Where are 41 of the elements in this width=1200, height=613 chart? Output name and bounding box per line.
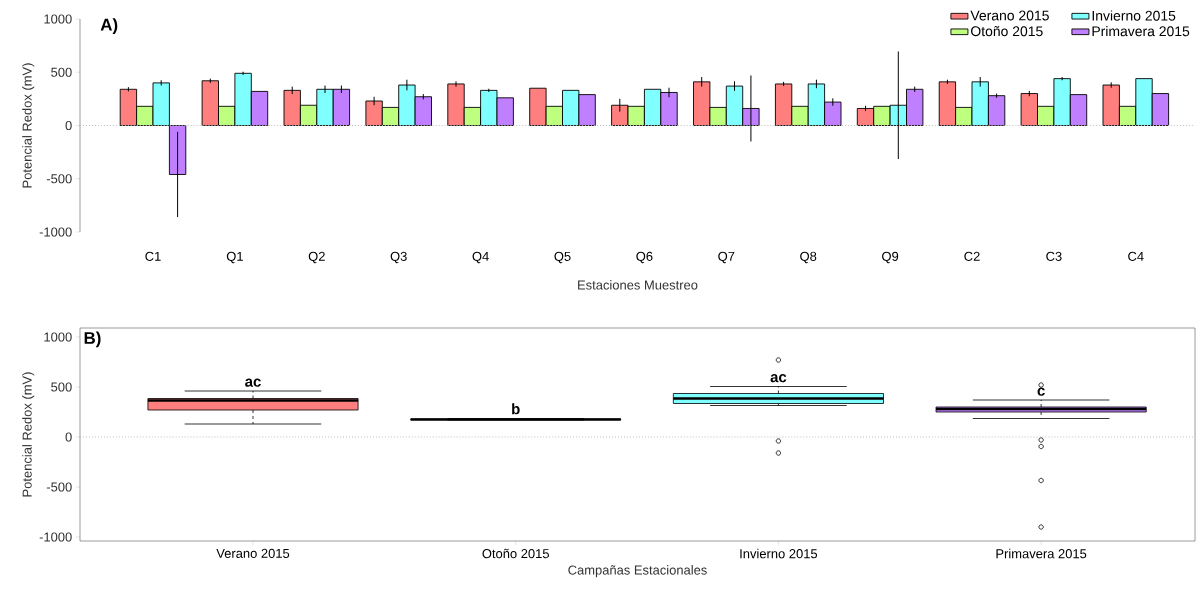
y-tick-label: -500	[46, 482, 72, 492]
y-tick-label: 1000	[44, 14, 72, 24]
y-tick-label: -500	[46, 174, 72, 184]
x-tick-label: Invierno 2015	[740, 548, 818, 559]
annotation: b	[512, 403, 520, 415]
y-tick-label: 1000	[44, 332, 72, 342]
annotation: A)	[100, 18, 118, 35]
x-tick-label: C2	[964, 251, 980, 261]
x-axis-title: Estaciones Muestreo	[578, 280, 698, 290]
x-tick-label: Otoño 2015	[482, 548, 549, 559]
legend-label: Primavera 2015	[1092, 25, 1190, 37]
x-tick-label: Q2	[308, 251, 325, 264]
x-tick-label: Verano 2015	[216, 548, 290, 558]
legend-label: Invierno 2015	[1092, 10, 1176, 21]
x-axis-title: Campañas Estacionales	[568, 565, 707, 578]
x-tick-label: Primavera 2015	[996, 548, 1087, 559]
x-tick-label: Q5	[554, 251, 571, 264]
legend-label: Verano 2015	[970, 10, 1049, 21]
y-tick-label: 0	[65, 120, 72, 131]
y-tick-label: -1000	[39, 532, 72, 542]
x-tick-label: C3	[1046, 251, 1062, 261]
x-tick-label: Q4	[472, 251, 489, 264]
x-tick-label: Q6	[636, 251, 653, 264]
y-axis-title: Potencial Redox (mV)	[22, 372, 35, 497]
x-tick-label: Q1	[226, 251, 243, 264]
x-tick-label: Q7	[718, 251, 735, 264]
y-tick-label: 500	[51, 382, 72, 392]
y-axis-title: Potencial Redox (mV)	[22, 63, 35, 188]
annotation: c	[1037, 387, 1045, 396]
x-tick-label: Q8	[800, 251, 817, 264]
y-tick-label: 500	[51, 67, 72, 77]
x-tick-label: C4	[1128, 251, 1144, 261]
annotation: ac	[245, 378, 261, 387]
y-tick-label: 0	[65, 432, 72, 442]
legend-label: Otoño 2015	[971, 26, 1043, 37]
annotation: B)	[84, 331, 101, 348]
x-tick-label: Q9	[882, 251, 899, 264]
x-tick-label: C1	[145, 251, 161, 261]
x-tick-label: Q3	[390, 251, 407, 264]
y-tick-label: -1000	[39, 227, 72, 237]
annotation: ac	[770, 374, 787, 383]
